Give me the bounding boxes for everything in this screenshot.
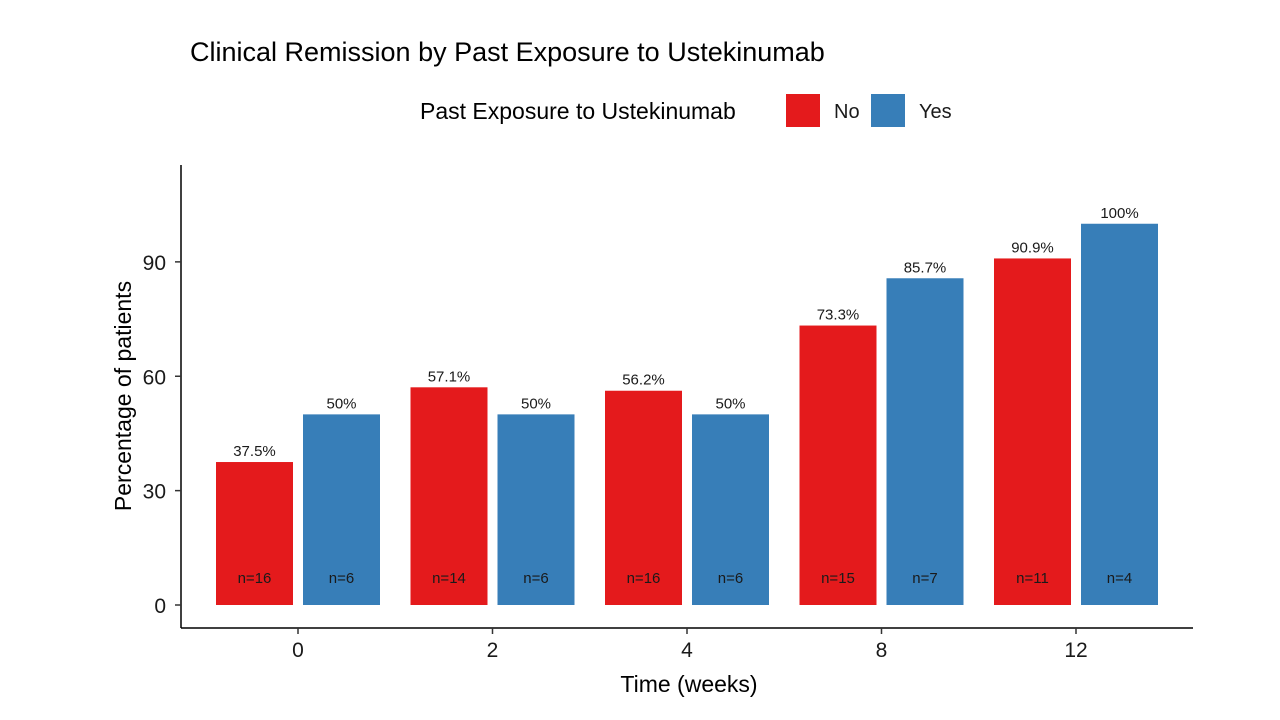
- bar-value-label: 50%: [521, 395, 551, 412]
- legend-swatch-yes: [871, 94, 905, 127]
- bar-n-label: n=6: [329, 570, 354, 587]
- x-tick-label: 8: [876, 639, 888, 662]
- bar-yes-week-4: [692, 414, 769, 605]
- bar-value-label: 50%: [326, 395, 356, 412]
- bar-yes-week-12: [1081, 223, 1158, 605]
- legend-title: Past Exposure to Ustekinumab: [420, 98, 736, 124]
- bar-n-label: n=11: [1016, 570, 1049, 587]
- bar-n-label: n=6: [718, 570, 743, 587]
- bar-yes-week-2: [497, 414, 575, 605]
- bar-value-label: 85.7%: [904, 259, 947, 276]
- legend-swatch-no: [786, 94, 820, 127]
- x-axis-title: Time (weeks): [620, 671, 757, 697]
- bar-n-label: n=14: [432, 570, 466, 587]
- y-tick-label: 60: [143, 366, 166, 389]
- chart-title: Clinical Remission by Past Exposure to U…: [190, 37, 825, 67]
- bar-n-label: n=6: [523, 570, 548, 587]
- bar-n-label: n=7: [912, 570, 937, 587]
- bar-value-label: 73.3%: [817, 307, 860, 324]
- bar-yes-week-0: [303, 414, 380, 605]
- bar-no-week-4: [605, 390, 682, 605]
- x-tick-label: 2: [487, 639, 499, 662]
- x-tick-label: 4: [681, 639, 693, 662]
- bar-no-week-0: [216, 462, 293, 605]
- legend-label-no: No: [834, 101, 860, 123]
- bar-yes-week-8: [886, 278, 964, 605]
- bar-no-week-2: [410, 387, 488, 605]
- bar-no-week-12: [994, 258, 1071, 605]
- bar-value-label: 37.5%: [233, 443, 276, 460]
- y-tick-label: 0: [154, 595, 166, 618]
- bar-value-label: 57.1%: [428, 368, 471, 385]
- x-tick-label: 0: [292, 639, 304, 662]
- legend-label-yes: Yes: [919, 101, 952, 123]
- y-tick-label: 90: [143, 252, 166, 275]
- bar-n-label: n=16: [238, 570, 272, 587]
- y-tick-label: 30: [143, 481, 166, 504]
- y-axis-title: Percentage of patients: [110, 281, 136, 511]
- bar-n-label: n=4: [1107, 570, 1132, 587]
- x-tick-label: 12: [1064, 639, 1087, 662]
- bar-value-label: 50%: [715, 395, 745, 412]
- bar-no-week-8: [799, 325, 877, 605]
- plot-area: 37.5% n=16 50% n=6 57.1% n=14 50% n=6 56.2% n=16 5…: [216, 205, 1158, 605]
- legend: Past Exposure to Ustekinumab No Yes: [420, 94, 952, 127]
- bar-value-label: 56.2%: [622, 372, 665, 389]
- bar-n-label: n=15: [821, 570, 855, 587]
- bar-n-label: n=16: [627, 570, 661, 587]
- bar-value-label: 100%: [1100, 205, 1138, 222]
- bar-value-label: 90.9%: [1011, 239, 1054, 256]
